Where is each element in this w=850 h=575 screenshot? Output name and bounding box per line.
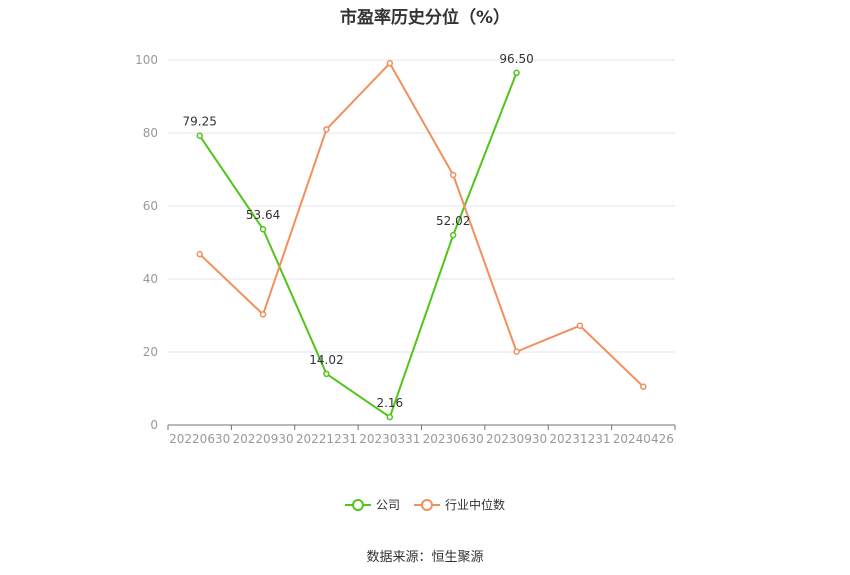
data-point[interactable] — [386, 413, 394, 421]
data-point[interactable] — [449, 171, 457, 179]
legend-item-1[interactable]: 行业中位数 — [414, 496, 505, 513]
legend-label: 公司 — [375, 498, 400, 512]
y-tick-label: 60 — [143, 199, 158, 213]
data-point[interactable] — [576, 322, 584, 329]
grid-lines — [168, 59, 675, 353]
data-point[interactable] — [196, 250, 203, 258]
legend-marker-icon — [414, 498, 440, 511]
legend-item-0[interactable]: 公司 — [344, 496, 400, 513]
data-point[interactable] — [513, 69, 520, 77]
data-label: 52.02 — [436, 214, 470, 228]
data-labels: 79.25 53.64 14.02 2.16 52.02 96.50 — [183, 52, 534, 410]
data-point[interactable] — [513, 348, 520, 355]
data-source: 数据来源：恒生聚源 — [366, 550, 484, 565]
data-point[interactable] — [259, 225, 267, 233]
data-label: 96.50 — [499, 52, 533, 66]
data-point[interactable] — [323, 370, 330, 378]
x-tick-label: 20220930 — [233, 432, 294, 446]
x-tick-label: 20240426 — [613, 432, 674, 446]
series-layer — [196, 60, 647, 421]
y-tick-label: 20 — [143, 345, 158, 359]
x-tick-label: 20221231 — [296, 432, 357, 446]
y-tick-label: 80 — [143, 126, 158, 140]
x-tick-label: 20230331 — [359, 432, 420, 446]
y-tick-label: 100 — [135, 53, 158, 67]
series-line-0 — [198, 72, 518, 419]
chart-title: 市盈率历史分位（%） — [339, 8, 511, 28]
legend-label: 行业中位数 — [445, 498, 506, 512]
legend: 公司 行业中位数 — [0, 496, 850, 513]
data-point[interactable] — [640, 383, 647, 390]
x-tick-label: 20230930 — [486, 432, 547, 446]
legend-marker-icon — [344, 498, 371, 511]
data-point[interactable] — [196, 132, 203, 139]
x-tick-label: 20220630 — [169, 432, 230, 446]
data-point[interactable] — [323, 126, 330, 133]
y-tick-label: 40 — [143, 272, 158, 286]
series-line-1 — [198, 62, 645, 388]
data-label: 53.64 — [246, 208, 280, 222]
y-tick-label: 0 — [150, 418, 158, 432]
data-point[interactable] — [259, 311, 267, 318]
data-label: 14.02 — [309, 353, 343, 367]
x-tick-label: 20231231 — [549, 432, 610, 446]
data-label: 79.25 — [183, 115, 217, 129]
data-label: 2.16 — [376, 396, 403, 410]
x-tick-label: 20230630 — [423, 432, 484, 446]
data-point[interactable] — [386, 60, 394, 67]
data-point[interactable] — [449, 231, 457, 239]
